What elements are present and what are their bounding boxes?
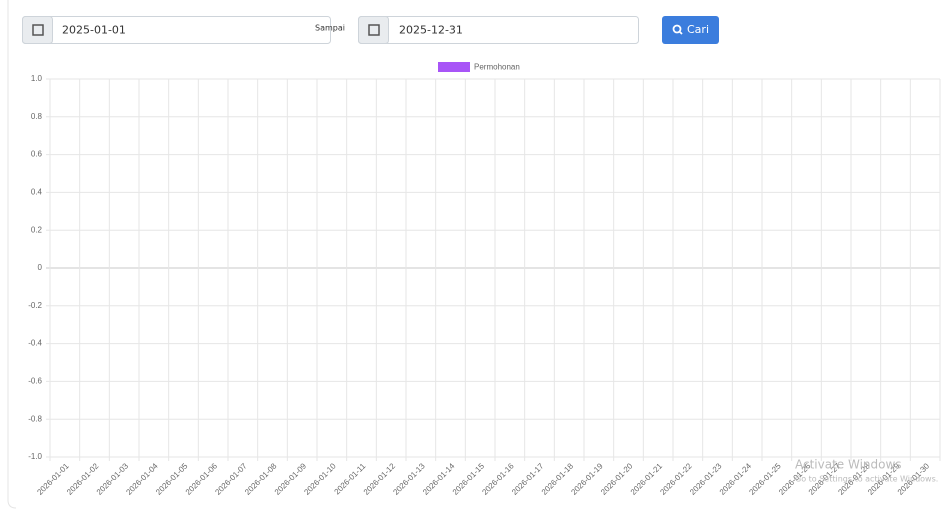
watermark-text: Go to Settings to activate Windows.	[795, 475, 938, 484]
button-label: Cari	[687, 23, 709, 36]
y-tick-label: -0.4	[28, 339, 42, 348]
y-tick-label: 0	[38, 263, 43, 272]
watermark-title: Activate Windows	[795, 458, 902, 472]
y-tick-label: 0.2	[31, 225, 43, 234]
button-bg[interactable]	[662, 16, 719, 44]
start-date: 2025-01-01	[62, 24, 126, 37]
end-date-input[interactable]: 2025-12-31	[358, 16, 639, 44]
search-icon	[672, 24, 682, 34]
start-date-input[interactable]: 2025-01-01	[22, 16, 331, 44]
calendar-addon	[358, 16, 389, 44]
y-tick-label: -0.2	[28, 301, 42, 310]
legend-swatch	[438, 62, 470, 72]
calendar-icon	[32, 24, 44, 36]
separator: Sampai	[315, 24, 345, 33]
y-tick-label: -0.8	[28, 414, 42, 423]
y-tick-label: 0.4	[31, 188, 43, 197]
end-date: 2025-12-31	[399, 24, 463, 37]
search-button[interactable]: Cari	[662, 16, 719, 44]
y-tick-label: -1.0	[28, 452, 42, 461]
y-tick-label: 0.6	[31, 150, 43, 159]
card-border	[7, 0, 17, 509]
calendar-icon	[368, 24, 380, 36]
y-tick-label: 0.8	[31, 112, 43, 121]
calendar-addon	[22, 16, 53, 44]
y-tick-label: 1.0	[31, 74, 43, 83]
search-icon	[678, 30, 683, 35]
legend-label: Permohonan	[474, 63, 520, 72]
y-tick-label: -0.6	[28, 377, 42, 386]
